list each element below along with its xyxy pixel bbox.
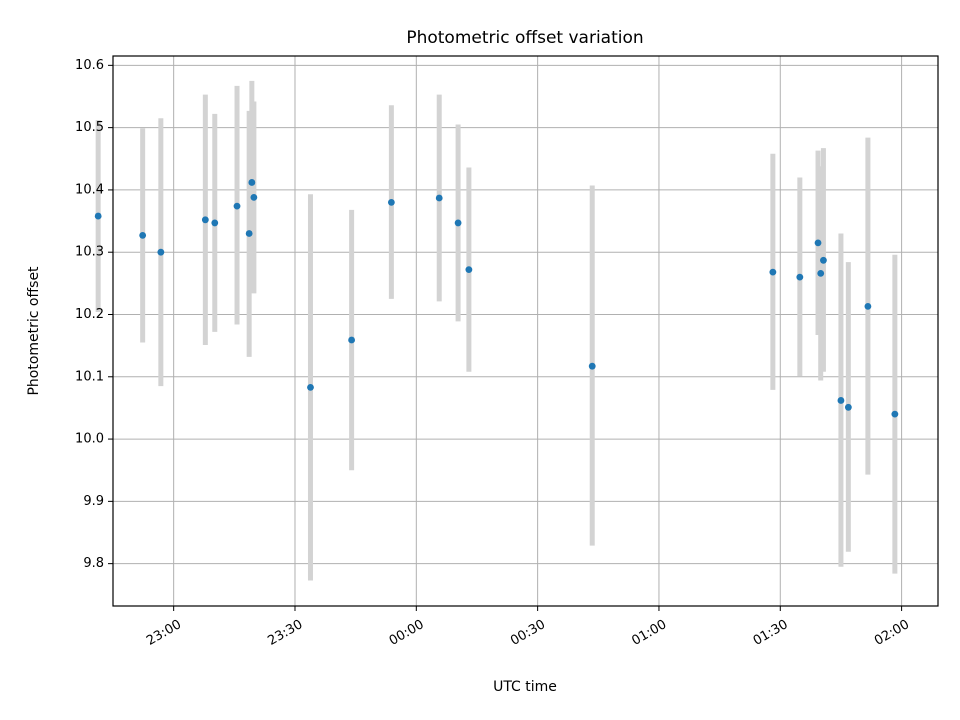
data-point <box>796 273 804 281</box>
data-point <box>233 202 241 210</box>
chart-title: Photometric offset variation <box>406 28 643 48</box>
data-point <box>201 216 209 224</box>
x-axis-label: UTC time <box>493 679 557 695</box>
y-tick-label: 10.6 <box>75 58 104 73</box>
data-point <box>588 362 596 370</box>
data-point <box>817 269 825 277</box>
data-point <box>245 230 253 237</box>
data-point <box>435 194 443 202</box>
y-tick-label: 10.0 <box>75 432 104 447</box>
data-point <box>837 397 845 404</box>
data-point <box>211 219 219 227</box>
data-point <box>769 268 777 276</box>
data-point <box>94 212 102 220</box>
y-tick-label: 10.5 <box>75 120 104 135</box>
data-point <box>387 198 395 206</box>
data-point <box>844 403 852 411</box>
y-axis-label: Photometric offset <box>26 266 42 396</box>
y-axis-ticks: 9.8 9.9 10.0 10.1 10.2 10.3 10.4 10.5 10.6 <box>75 58 113 571</box>
y-tick-label: 10.4 <box>75 182 104 197</box>
data-point <box>307 383 314 391</box>
y-tick-label: 9.8 <box>83 556 104 571</box>
data-point <box>820 256 827 264</box>
data-point <box>157 248 165 256</box>
plot-frame <box>112 55 939 607</box>
data-point <box>814 239 822 247</box>
data-point <box>250 193 258 201</box>
data-point <box>348 336 356 344</box>
y-tick-label: 10.1 <box>75 369 104 384</box>
y-tick-label: 9.9 <box>83 494 104 509</box>
data-point <box>139 231 147 239</box>
data-point <box>454 219 462 227</box>
data-point <box>465 266 473 274</box>
data-points <box>94 179 899 418</box>
data-point <box>864 302 872 310</box>
y-tick-label: 10.3 <box>75 245 104 260</box>
y-tick-label: 10.2 <box>75 307 104 322</box>
data-point <box>891 410 899 418</box>
data-point <box>248 179 256 186</box>
